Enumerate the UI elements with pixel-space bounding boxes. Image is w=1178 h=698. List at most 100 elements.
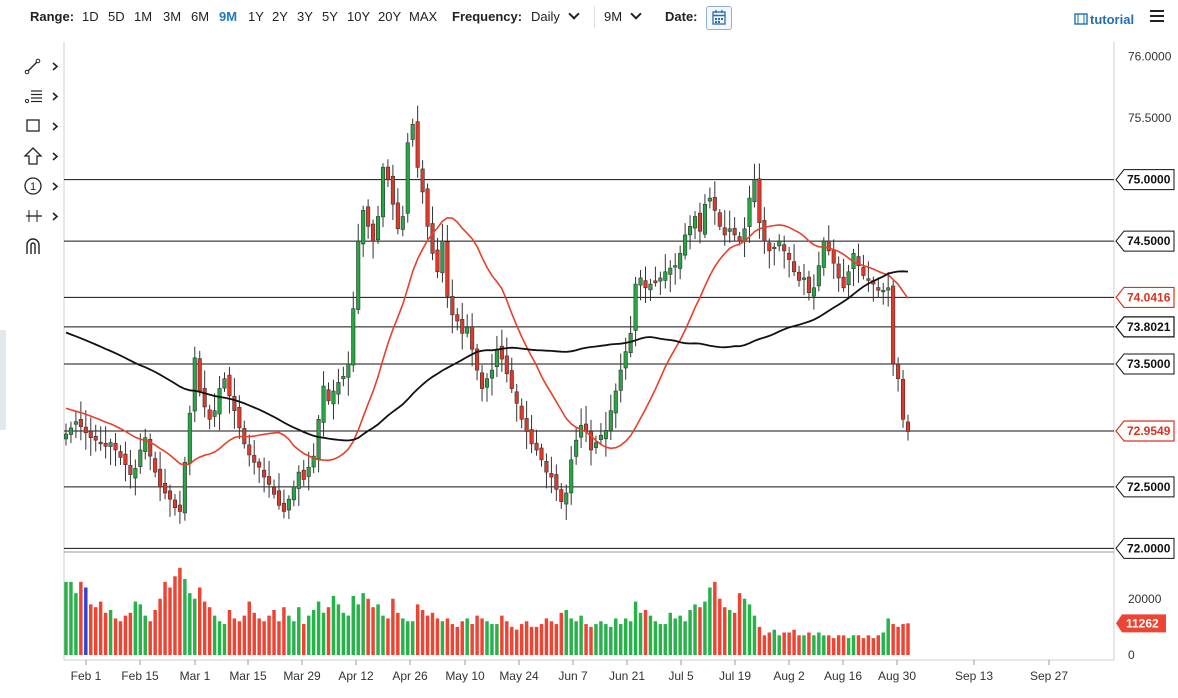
volume-bar bbox=[663, 624, 668, 655]
candle-body bbox=[470, 326, 475, 350]
date-label: Date: bbox=[665, 9, 698, 24]
candle-body bbox=[237, 407, 242, 429]
volume-bar bbox=[361, 593, 365, 655]
window-edge bbox=[0, 330, 6, 430]
candle-body bbox=[440, 240, 445, 274]
volume-bar bbox=[737, 593, 742, 655]
candle-body bbox=[405, 142, 410, 214]
candle-body bbox=[376, 216, 381, 241]
range-10y-button[interactable]: 10Y bbox=[347, 9, 371, 24]
x-tick-label: Feb 15 bbox=[121, 669, 159, 683]
candle-body bbox=[326, 389, 331, 402]
candle-body bbox=[271, 486, 277, 495]
range-20y-button[interactable]: 20Y bbox=[378, 9, 402, 24]
hamburger-menu-icon[interactable] bbox=[1150, 10, 1164, 24]
price-label: 73.8021 bbox=[1127, 320, 1171, 334]
level-label-box bbox=[1115, 353, 1175, 375]
volume-bar bbox=[569, 618, 573, 655]
x-tick-label: Sep 27 bbox=[1030, 669, 1068, 683]
date-axis: Feb 1 Feb 15 Mar 1 Mar 15 Mar 29 Apr 12 Apr 26… bbox=[71, 660, 1068, 683]
tutorial-link[interactable]: tutorial bbox=[1074, 12, 1134, 27]
x-tick-label: Apr 26 bbox=[392, 669, 428, 683]
volume-tick-label: 0 bbox=[1128, 648, 1135, 662]
range-1y-button[interactable]: 1Y bbox=[248, 9, 264, 24]
volume-bar bbox=[866, 635, 871, 655]
range-3m-button[interactable]: 3M bbox=[163, 9, 182, 24]
range-5y-button[interactable]: 5Y bbox=[322, 9, 338, 24]
range-3y-button[interactable]: 3Y bbox=[297, 9, 313, 24]
volume-bar bbox=[346, 615, 351, 655]
volume-bars bbox=[64, 567, 910, 655]
range-max-button[interactable]: MAX bbox=[409, 9, 438, 24]
volume-bar bbox=[772, 629, 777, 655]
volume-bar bbox=[202, 601, 207, 655]
volume-bar bbox=[871, 638, 876, 655]
volume-bar bbox=[604, 624, 608, 655]
x-tick-label: Jul 19 bbox=[719, 669, 751, 683]
range-2y-button[interactable]: 2Y bbox=[272, 9, 288, 24]
volume-bar bbox=[366, 598, 370, 655]
range-9m-button[interactable]: 9M bbox=[219, 9, 238, 24]
candle-body bbox=[569, 459, 574, 494]
drawing-toolbar: 1 bbox=[23, 58, 59, 254]
candle-body bbox=[138, 449, 143, 467]
period-select[interactable]: 9M bbox=[604, 8, 642, 24]
candle-body bbox=[697, 212, 703, 232]
range-6m-button[interactable]: 6M bbox=[191, 9, 210, 24]
volume-bar bbox=[128, 612, 133, 655]
volume-bar bbox=[841, 635, 846, 655]
volume-bar bbox=[777, 635, 781, 655]
range-1m-button[interactable]: 1M bbox=[134, 9, 153, 24]
candle-body bbox=[876, 287, 881, 291]
candle-body bbox=[727, 228, 732, 232]
volume-bar bbox=[723, 607, 727, 655]
volume-bar bbox=[589, 626, 593, 655]
tool-expand-arrow bbox=[52, 212, 59, 221]
volume-bar bbox=[891, 624, 895, 655]
candle-body bbox=[539, 447, 544, 461]
candle-body bbox=[286, 498, 291, 511]
candle-body bbox=[836, 263, 841, 279]
volume-bar bbox=[782, 632, 786, 655]
candle-body bbox=[450, 296, 455, 316]
candle-body bbox=[831, 249, 836, 264]
candle-body bbox=[390, 175, 395, 205]
volume-bar bbox=[564, 610, 568, 655]
calendar-button[interactable] bbox=[706, 6, 732, 30]
volume-bar bbox=[396, 612, 400, 655]
volume-bar bbox=[158, 598, 162, 655]
volume-bar bbox=[197, 587, 202, 655]
volume-bar bbox=[633, 601, 638, 655]
candle-body bbox=[262, 469, 267, 478]
candle-body bbox=[410, 124, 415, 140]
volume-bar bbox=[698, 607, 702, 655]
candle-body bbox=[158, 468, 163, 488]
volume-bar bbox=[445, 618, 450, 655]
candle-body bbox=[207, 409, 212, 420]
volume-bar bbox=[336, 604, 341, 655]
volume-bar bbox=[237, 621, 242, 655]
candle-body bbox=[143, 437, 148, 452]
candle-body bbox=[371, 223, 376, 242]
candle-body bbox=[841, 276, 846, 289]
tool-expand-arrow bbox=[52, 182, 59, 191]
range-5d-button[interactable]: 5D bbox=[108, 9, 125, 24]
candle-body bbox=[153, 458, 158, 473]
volume-bar bbox=[64, 581, 68, 655]
candle-body bbox=[544, 460, 549, 473]
volume-bar bbox=[103, 612, 108, 655]
candle-body bbox=[856, 256, 861, 266]
chart-frame bbox=[63, 42, 1115, 661]
candle-body bbox=[133, 468, 138, 479]
candle-body bbox=[123, 453, 128, 466]
candle-body bbox=[688, 226, 693, 236]
candle-body bbox=[529, 429, 534, 445]
x-tick-label: May 10 bbox=[445, 669, 485, 683]
volume-bar bbox=[901, 624, 905, 655]
range-1d-button[interactable]: 1D bbox=[82, 9, 99, 24]
volume-bar bbox=[807, 632, 811, 655]
volume-bar bbox=[188, 593, 192, 655]
candle-body bbox=[514, 391, 519, 404]
frequency-select[interactable]: Daily bbox=[531, 8, 580, 24]
